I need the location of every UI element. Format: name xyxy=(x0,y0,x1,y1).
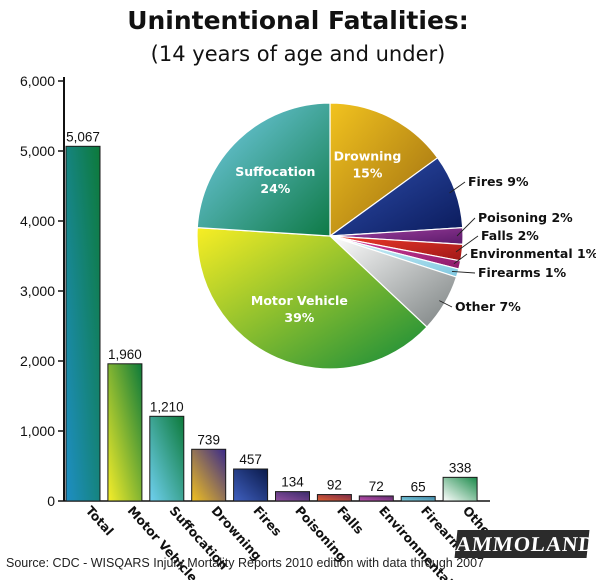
x-category-label: Fires xyxy=(250,503,285,539)
source-note: Source: CDC - WISQARS Injury Mortality R… xyxy=(6,556,484,570)
bar-falls xyxy=(316,494,352,502)
pie-slice-motor-vehicle xyxy=(196,227,428,370)
y-tick-label: 3,000 xyxy=(20,283,55,299)
pie-leader-line xyxy=(453,253,468,265)
pie-leader-line xyxy=(455,235,479,253)
bar-fires xyxy=(233,468,269,502)
bar-firearms xyxy=(400,495,436,502)
pie-slice-suffocation xyxy=(196,102,331,237)
pie-chart: Drowning 15% Fires 9% Poisoning 2% Falls 2% E… xyxy=(196,102,596,370)
bar-motor-vehicle xyxy=(107,363,143,502)
bar-other xyxy=(442,476,478,502)
pie-leader-line xyxy=(456,217,476,237)
bar-value-label: 5,067 xyxy=(66,129,100,144)
bar-suffocation xyxy=(149,415,185,502)
y-tick-label: 6,000 xyxy=(20,73,55,89)
chart-title: Unintentional Fatalities: xyxy=(127,6,469,35)
bar-value-label: 92 xyxy=(327,478,342,493)
pie-leader-line xyxy=(449,181,466,194)
chart-subtitle: (14 years of age and under) xyxy=(150,42,446,66)
pie-leader-line xyxy=(451,270,476,274)
bar-drowning xyxy=(191,448,227,502)
pie-percent-drowning: 15% xyxy=(352,166,382,181)
pie-percent-suffocation: 24% xyxy=(260,181,290,196)
bar-value-label: 1,210 xyxy=(150,399,184,414)
pie-label-suffocation: Suffocation xyxy=(235,164,315,179)
pie-label-other: Other 7% xyxy=(455,299,521,314)
pie-label-environmental: Environmental 1% xyxy=(470,246,596,261)
y-tick-label: 5,000 xyxy=(20,143,55,159)
y-tick-label: 4,000 xyxy=(20,213,55,229)
bar-value-label: 457 xyxy=(239,452,262,467)
pie-label-motor-vehicle: Motor Vehicle xyxy=(251,293,348,308)
ammoland-watermark-logo: AMMOLAND xyxy=(454,530,596,558)
pie-label-fires: Fires 9% xyxy=(468,174,529,189)
bar-value-label: 134 xyxy=(281,475,304,490)
pie-slice-drowning xyxy=(329,102,439,238)
y-tick-label: 2,000 xyxy=(20,353,55,369)
pie-percent-motor-vehicle: 39% xyxy=(284,310,314,325)
bar-total xyxy=(65,145,101,502)
pie-label-drowning: Drowning xyxy=(334,149,402,164)
bar-environmental xyxy=(358,495,394,502)
pie-label-falls: Falls 2% xyxy=(481,228,539,243)
bar-value-label: 739 xyxy=(197,432,220,447)
pie-leader-line xyxy=(439,300,453,308)
bar-value-label: 72 xyxy=(369,479,384,494)
x-category-label: Total xyxy=(83,503,117,538)
bar-value-label: 1,960 xyxy=(108,347,142,362)
y-tick-label: 0 xyxy=(47,493,55,509)
bar-poisoning xyxy=(275,491,310,502)
bar-value-label: 338 xyxy=(449,460,472,475)
pie-label-poisoning: Poisoning 2% xyxy=(478,210,573,225)
pie-label-firearms: Firearms 1% xyxy=(478,265,567,280)
x-category-label: Falls xyxy=(334,503,367,537)
y-tick-label: 1,000 xyxy=(20,423,55,439)
bar-value-label: 65 xyxy=(411,479,426,494)
